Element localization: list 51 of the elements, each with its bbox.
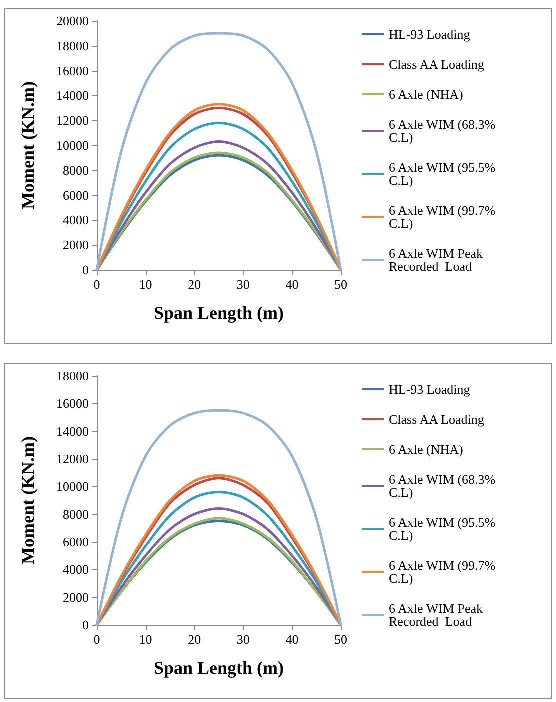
y-axis-title: Moment (KN.m) bbox=[18, 436, 38, 564]
legend-label: 6 Axle WIM Peak Recorded Load bbox=[389, 246, 486, 274]
y-tick-label: 10000 bbox=[56, 479, 89, 494]
y-axis-title: Moment (KN.m) bbox=[18, 82, 38, 210]
x-axis-title: Span Length (m) bbox=[154, 658, 284, 678]
legend-label: Class AA Loading bbox=[389, 412, 485, 427]
legend-label: Class AA Loading bbox=[389, 57, 485, 72]
legend-label: 6 Axle WIM (68.3% C.L) bbox=[389, 472, 499, 500]
legend-label: 6 Axle WIM Peak Recorded Load bbox=[389, 601, 486, 629]
y-tick-label: 14000 bbox=[56, 88, 89, 104]
y-tick-label: 6000 bbox=[63, 188, 89, 203]
y-tick-label: 18000 bbox=[56, 368, 89, 384]
legend-label: 6 Axle WIM (99.7% C.L) bbox=[389, 203, 499, 231]
legend-label: 6 Axle (NHA) bbox=[389, 442, 464, 457]
x-tick-label: 0 bbox=[94, 277, 100, 292]
x-tick-label: 20 bbox=[188, 632, 202, 647]
legend-label: HL-93 Loading bbox=[389, 27, 471, 42]
x-tick-label: 10 bbox=[139, 632, 152, 647]
legend-label: HL-93 Loading bbox=[389, 382, 471, 397]
y-tick-label: 2000 bbox=[63, 238, 89, 253]
x-axis-title: Span Length (m) bbox=[154, 303, 284, 323]
y-tick-label: 16000 bbox=[56, 63, 89, 78]
legend-label: 6 Axle WIM (99.7% C.L) bbox=[389, 558, 499, 586]
x-tick-label: 20 bbox=[188, 277, 202, 292]
y-tick-label: 4000 bbox=[63, 212, 89, 228]
legend-label: 6 Axle (NHA) bbox=[389, 87, 464, 102]
legend-label: 6 Axle WIM (95.5% C.L) bbox=[389, 160, 499, 188]
y-tick-label: 14000 bbox=[56, 424, 89, 439]
x-tick-label: 40 bbox=[286, 632, 299, 647]
legend-label: 6 Axle WIM (68.3% C.L) bbox=[389, 117, 499, 145]
y-tick-label: 8000 bbox=[63, 162, 89, 178]
y-tick-label: 8000 bbox=[63, 506, 89, 522]
y-tick-label: 10000 bbox=[56, 138, 89, 153]
y-tick-label: 20000 bbox=[56, 14, 89, 28]
y-tick-label: 18000 bbox=[56, 38, 89, 54]
y-tick-label: 16000 bbox=[56, 396, 89, 412]
y-tick-label: 2000 bbox=[63, 590, 89, 605]
x-tick-label: 30 bbox=[236, 632, 250, 647]
x-tick-label: 0 bbox=[94, 632, 100, 647]
y-tick-label: 4000 bbox=[63, 562, 89, 578]
y-tick-label: 0 bbox=[82, 262, 89, 278]
x-tick-label: 40 bbox=[286, 277, 299, 292]
y-tick-label: 6000 bbox=[63, 534, 89, 550]
y-tick-label: 12000 bbox=[56, 113, 89, 128]
y-tick-label: 0 bbox=[82, 618, 89, 632]
x-tick-label: 10 bbox=[139, 277, 152, 292]
x-tick-label: 50 bbox=[334, 632, 348, 647]
x-tick-label: 50 bbox=[334, 277, 348, 292]
y-tick-label: 12000 bbox=[56, 452, 89, 466]
x-tick-label: 30 bbox=[236, 277, 250, 292]
legend-label: 6 Axle WIM (95.5% C.L) bbox=[389, 515, 499, 543]
